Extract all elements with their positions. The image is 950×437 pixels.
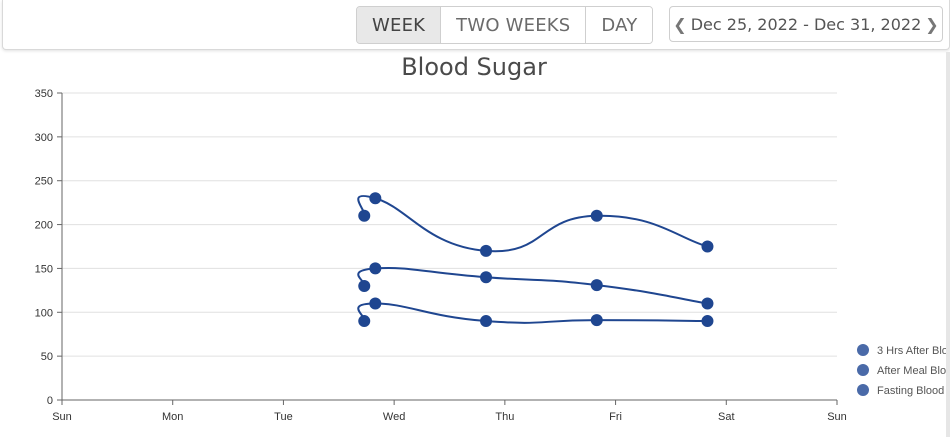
date-range-picker[interactable]: ❮ Dec 25, 2022 - Dec 31, 2022 ❯ <box>669 6 943 42</box>
chart-title: Blood Sugar <box>401 53 547 81</box>
data-point <box>590 279 603 292</box>
legend-label: After Meal Blo <box>877 365 946 377</box>
data-point <box>701 240 714 253</box>
data-point <box>358 279 371 292</box>
series-points <box>358 192 714 328</box>
y-tick-label: 100 <box>35 307 53 319</box>
legend: 3 Hrs After Blo After Meal Blo Fasting Blo… <box>857 344 946 397</box>
view-selector: WEEK TWO WEEKS DAY <box>356 6 654 44</box>
chevron-right-icon[interactable]: ❯ <box>925 14 939 34</box>
legend-dot <box>857 344 869 356</box>
x-tick-label: Mon <box>162 411 183 423</box>
x-tick-label: Sat <box>718 411 735 423</box>
x-tick-label: Tue <box>274 411 293 423</box>
data-point <box>369 192 382 205</box>
series-lines <box>357 195 708 324</box>
date-range-label: Dec 25, 2022 - Dec 31, 2022 <box>690 14 922 34</box>
y-tick-label: 300 <box>35 132 53 144</box>
view-button-day[interactable]: DAY <box>585 7 653 43</box>
x-tick-label: Thu <box>495 411 514 423</box>
scroll-edge <box>946 52 950 437</box>
data-point <box>358 209 371 222</box>
data-point <box>369 262 382 275</box>
x-tick-label: Sun <box>52 411 72 423</box>
data-point <box>480 271 493 284</box>
legend-dot <box>857 384 869 396</box>
y-tick-label: 200 <box>35 220 53 232</box>
series-line <box>357 302 708 324</box>
blood-sugar-chart: Blood Sugar 0 50 100 150 200 250 300 350 Sun Mon T… <box>35 53 946 423</box>
data-point <box>358 315 371 328</box>
data-point <box>590 209 603 222</box>
x-tick-label: Fri <box>609 411 622 423</box>
y-tick-label: 150 <box>35 263 53 275</box>
data-point <box>480 244 493 257</box>
view-button-week[interactable]: WEEK <box>357 7 441 43</box>
legend-label: 3 Hrs After Blo <box>877 345 946 357</box>
legend-label: Fasting Blood <box>877 385 944 397</box>
data-point <box>701 315 714 328</box>
series-line <box>357 195 708 253</box>
y-tick-label: 250 <box>35 176 53 188</box>
y-tick-label: 0 <box>47 395 53 407</box>
view-button-two-weeks[interactable]: TWO WEEKS <box>440 7 586 43</box>
x-tick-label: Wed <box>383 411 405 423</box>
legend-dot <box>857 364 869 376</box>
grid-lines <box>62 92 837 357</box>
y-tick-label: 350 <box>35 88 53 100</box>
data-point <box>480 315 493 328</box>
chevron-left-icon[interactable]: ❮ <box>673 14 687 34</box>
axes: 0 50 100 150 200 250 300 350 Sun Mon Tue Wed Thu Fri S… <box>35 88 847 423</box>
series-line <box>357 266 708 305</box>
data-point <box>590 314 603 327</box>
y-tick-label: 50 <box>41 351 53 363</box>
toolbar: WEEK TWO WEEKS DAY ❮ Dec 25, 2022 - Dec 31… <box>2 0 950 50</box>
data-point <box>701 297 714 310</box>
data-point <box>369 297 382 310</box>
x-tick-label: Sun <box>827 411 847 423</box>
